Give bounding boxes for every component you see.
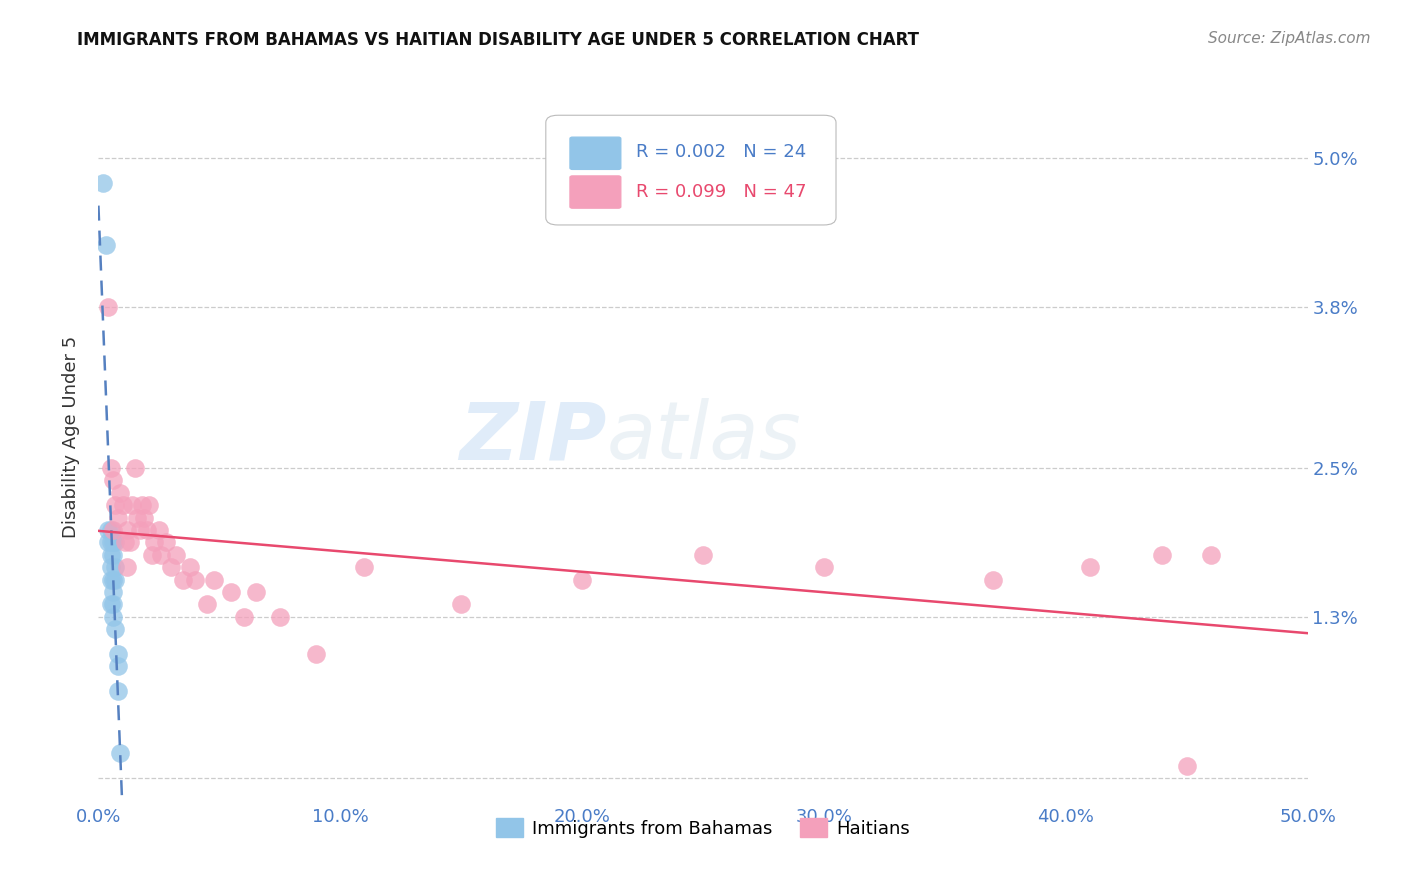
Point [101, 610, 124, 624]
Point [100, 560, 122, 574]
Point [121, 498, 143, 512]
Point [269, 610, 291, 624]
Point [100, 461, 122, 475]
Point [204, 573, 226, 587]
Text: IMMIGRANTS FROM BAHAMAS VS HAITIAN DISABILITY AGE UNDER 5 CORRELATION CHART: IMMIGRANTS FROM BAHAMAS VS HAITIAN DISAB… [77, 31, 920, 49]
Point [184, 573, 207, 587]
Point [160, 560, 183, 574]
Point [981, 573, 1004, 587]
Point [1199, 548, 1222, 562]
Point [179, 560, 201, 574]
Point [172, 573, 194, 587]
Text: ZIP: ZIP [458, 398, 606, 476]
Point [91, 176, 114, 190]
Point [571, 573, 593, 587]
Point [450, 598, 472, 612]
Point [97, 535, 120, 549]
Point [104, 573, 127, 587]
Point [100, 523, 122, 537]
Point [128, 523, 150, 537]
Point [101, 598, 124, 612]
Point [107, 659, 129, 673]
Point [101, 573, 124, 587]
Point [1175, 758, 1198, 772]
Point [692, 548, 714, 562]
Point [232, 610, 254, 624]
FancyBboxPatch shape [569, 137, 621, 169]
Point [1152, 548, 1174, 562]
Point [101, 585, 124, 599]
FancyBboxPatch shape [546, 115, 837, 225]
Point [94, 238, 117, 252]
FancyBboxPatch shape [569, 176, 621, 208]
Point [138, 498, 160, 512]
Point [143, 535, 166, 549]
Point [104, 622, 127, 636]
Point [118, 535, 141, 549]
Point [813, 560, 835, 574]
Point [195, 598, 218, 612]
Point [107, 647, 129, 661]
Point [305, 647, 328, 661]
Point [107, 510, 129, 524]
Point [107, 684, 129, 698]
Point [101, 548, 124, 562]
Point [127, 510, 149, 524]
Point [150, 548, 173, 562]
Legend: Immigrants from Bahamas, Haitians: Immigrants from Bahamas, Haitians [489, 811, 917, 845]
Point [124, 461, 146, 475]
Point [135, 523, 157, 537]
Point [97, 300, 120, 314]
Point [141, 548, 163, 562]
Point [134, 510, 156, 524]
Point [353, 560, 375, 574]
Point [100, 598, 122, 612]
Point [165, 548, 187, 562]
Text: R = 0.099   N = 47: R = 0.099 N = 47 [637, 183, 807, 201]
Point [104, 560, 127, 574]
Point [104, 535, 127, 549]
Point [97, 523, 120, 537]
Point [245, 585, 267, 599]
Point [131, 498, 153, 512]
Point [101, 474, 124, 488]
Point [111, 498, 134, 512]
Point [155, 535, 177, 549]
Text: Source: ZipAtlas.com: Source: ZipAtlas.com [1208, 31, 1371, 46]
Point [108, 486, 131, 500]
Point [117, 560, 139, 574]
Point [101, 535, 124, 549]
Point [148, 523, 170, 537]
Point [100, 548, 122, 562]
Point [108, 746, 131, 760]
Text: R = 0.002   N = 24: R = 0.002 N = 24 [637, 143, 807, 161]
Point [100, 535, 122, 549]
Point [114, 535, 136, 549]
Point [101, 523, 124, 537]
Point [104, 498, 127, 512]
Y-axis label: Disability Age Under 5: Disability Age Under 5 [62, 336, 80, 538]
Text: atlas: atlas [606, 398, 801, 476]
Point [100, 573, 122, 587]
Point [1078, 560, 1101, 574]
Point [221, 585, 243, 599]
Point [117, 523, 139, 537]
